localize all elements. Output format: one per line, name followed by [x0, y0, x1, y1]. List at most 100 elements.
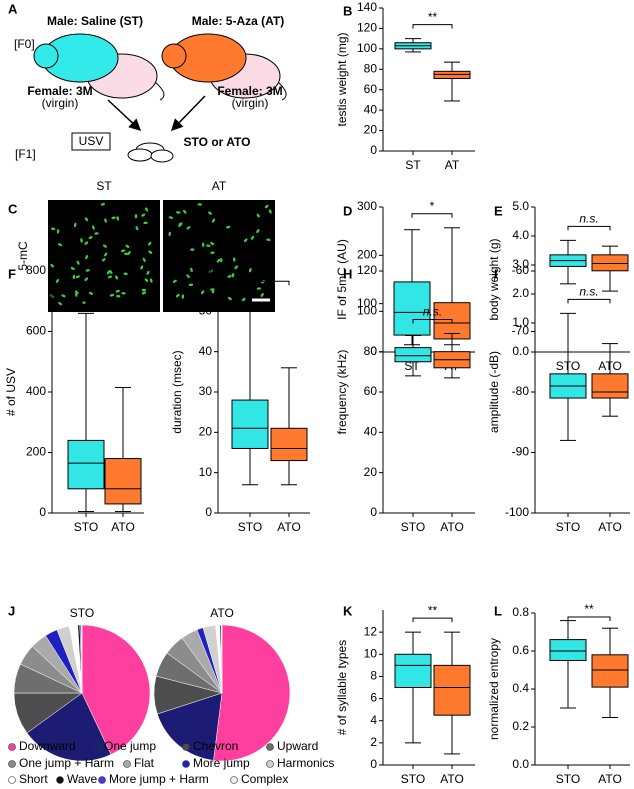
- nucleus: [109, 293, 115, 297]
- legend-marker: [8, 760, 16, 768]
- y-tick-label: 300: [357, 199, 377, 213]
- legend-label: Upward: [277, 739, 318, 753]
- nucleus: [140, 265, 144, 270]
- x-tick-label: ATO: [440, 520, 464, 534]
- significance-label: n.s.: [579, 285, 598, 299]
- nucleus: [100, 202, 106, 206]
- pie-slice: [157, 692, 223, 761]
- y-tick-label: 80: [364, 344, 378, 358]
- legend-marker: [266, 760, 274, 768]
- nucleus: [206, 244, 211, 247]
- image-panel: C ST AT 5-mC: [8, 179, 275, 312]
- nucleus: [76, 260, 80, 265]
- y-tick-label: 8: [370, 669, 377, 683]
- panel-letter: I: [494, 266, 498, 281]
- x-tick-label: ST: [404, 359, 420, 373]
- y-tick-label: 2: [370, 735, 377, 749]
- nucleus: [227, 275, 232, 278]
- significance-bar: [411, 213, 453, 218]
- micrograph: [163, 200, 275, 312]
- y-tick-label: 4: [370, 713, 377, 727]
- generation-label: [F0]: [14, 37, 35, 51]
- nucleus: [260, 293, 264, 297]
- x-tick-label: ATO: [111, 520, 135, 534]
- y-tick-label: 0: [370, 505, 377, 519]
- x-tick-label: ATO: [440, 772, 464, 786]
- nucleus: [168, 231, 171, 237]
- nucleus: [209, 269, 213, 274]
- micrograph: [48, 200, 160, 312]
- x-tick-label: STO: [238, 520, 262, 534]
- y-axis-label: # of USV: [4, 368, 18, 416]
- y-tick-label: 100: [357, 41, 377, 55]
- mouse-head: [161, 43, 187, 69]
- nucleus: [146, 270, 150, 275]
- y-tick-label: 5.0: [512, 199, 529, 213]
- nucleus: [210, 241, 215, 246]
- x-tick-label: AT: [445, 158, 460, 172]
- panel-letter: B: [343, 3, 352, 18]
- row-label: 5-mC: [16, 241, 30, 271]
- legend-marker: [8, 776, 16, 784]
- nucleus: [197, 203, 202, 206]
- y-tick-label: 400: [26, 384, 46, 398]
- mouse-tail: [154, 81, 165, 101]
- nucleus: [168, 216, 174, 219]
- nucleus: [85, 269, 90, 272]
- y-tick-label: 20: [199, 425, 213, 439]
- legend-marker: [123, 760, 131, 768]
- nucleus: [102, 244, 107, 248]
- nucleus: [256, 229, 260, 234]
- legend-marker: [182, 743, 190, 751]
- nucleus: [115, 289, 120, 293]
- y-tick-label: 0.4: [512, 681, 529, 695]
- legend-label: Wave: [67, 772, 98, 786]
- nucleus: [208, 211, 212, 215]
- legend-label: One jump + Harm: [19, 756, 114, 770]
- arrow: [107, 99, 142, 132]
- x-tick-label: STO: [401, 520, 425, 534]
- significance-bar: [249, 280, 290, 286]
- significance-label: n.s.: [579, 212, 598, 226]
- y-tick-label: 12: [364, 624, 378, 638]
- nucleus: [92, 225, 95, 230]
- box: [67, 439, 105, 490]
- panel-letter: E: [494, 203, 503, 218]
- usv-label: USV: [79, 134, 104, 148]
- y-axis-label: duration (msec): [170, 350, 184, 433]
- mouse-head: [33, 43, 59, 69]
- legend-label: Short: [19, 772, 48, 786]
- box: [549, 639, 587, 661]
- y-tick-label: 100: [357, 304, 377, 318]
- nucleus: [58, 243, 63, 247]
- panel-letter: A: [8, 1, 18, 16]
- significance-label: *: [430, 199, 435, 213]
- nucleus: [250, 235, 255, 240]
- nucleus: [226, 225, 231, 229]
- box: [231, 399, 269, 449]
- male-label: Male: 5-Aza (AT): [192, 14, 284, 28]
- nucleus: [75, 275, 80, 279]
- nucleus: [148, 250, 153, 254]
- panel-letter: J: [8, 603, 15, 618]
- y-axis-label: body weight (g): [487, 238, 501, 320]
- nucleus: [141, 288, 147, 292]
- nucleus: [104, 252, 108, 257]
- nucleus: [211, 218, 215, 223]
- nucleus: [188, 283, 194, 286]
- y-tick-label: 30: [199, 384, 213, 398]
- pie-slice: [81, 624, 151, 755]
- y-tick-label: 0: [370, 757, 377, 771]
- nucleus: [56, 229, 60, 234]
- legend-marker: [8, 743, 16, 751]
- nucleus: [124, 252, 129, 256]
- nucleus: [84, 241, 89, 245]
- nucleus: [183, 209, 187, 214]
- male-label: Male: Saline (ST): [47, 14, 143, 28]
- column-label: ST: [96, 179, 112, 193]
- y-tick-label: 140: [357, 0, 377, 14]
- nucleus: [84, 217, 89, 222]
- legend-label: Flat: [134, 756, 155, 770]
- nucleus: [172, 279, 177, 283]
- nucleus: [144, 278, 149, 282]
